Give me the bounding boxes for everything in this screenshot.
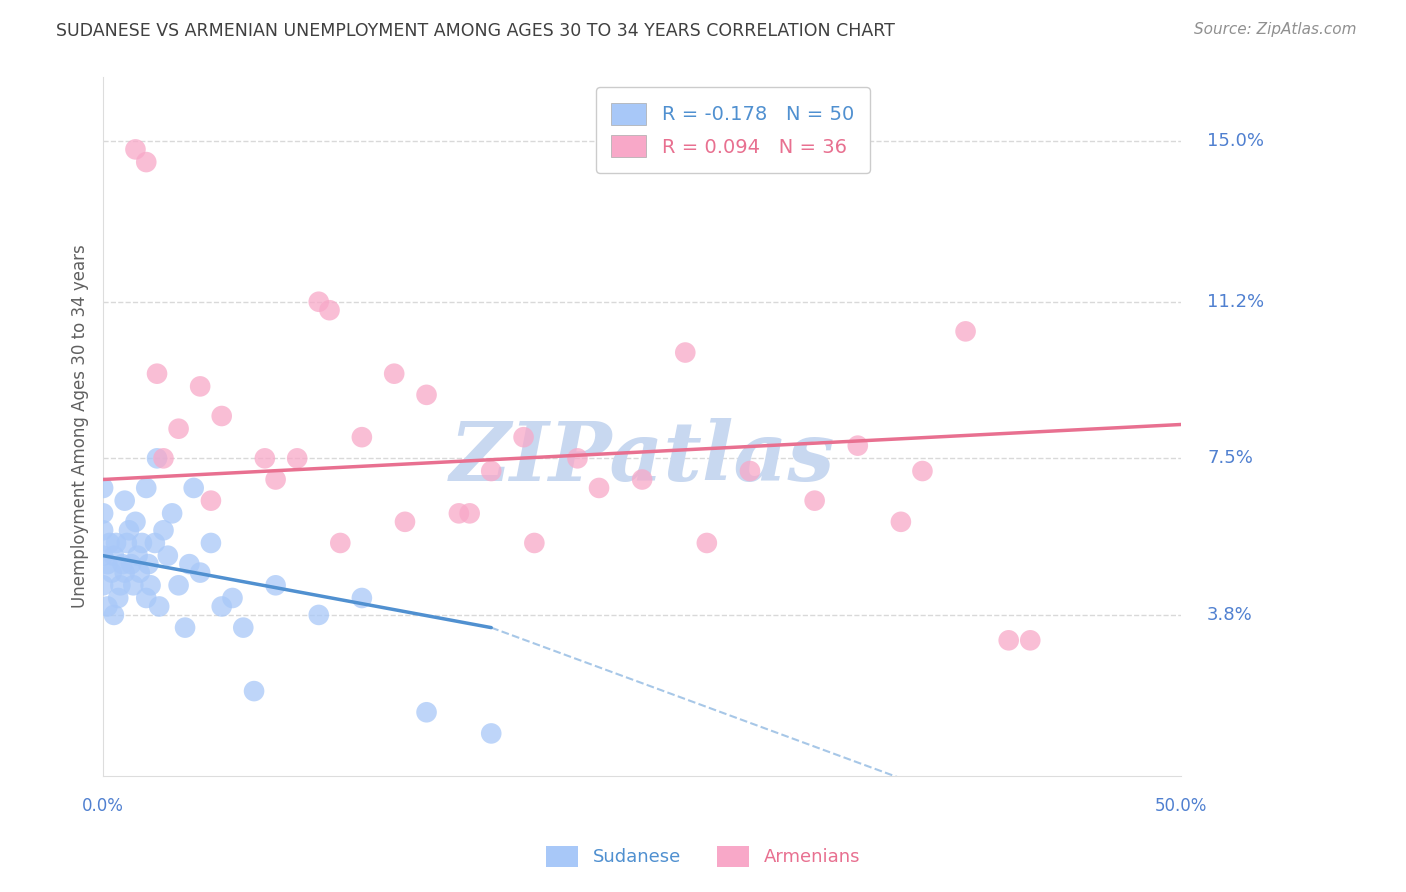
Point <box>138 557 160 571</box>
Point <box>458 507 481 521</box>
Point <box>567 451 589 466</box>
Point <box>350 430 373 444</box>
Text: 7.5%: 7.5% <box>1208 450 1253 467</box>
Text: 15.0%: 15.0% <box>1208 132 1264 150</box>
Point <box>308 607 330 622</box>
Point <box>91 549 114 563</box>
Point <box>479 464 502 478</box>
Point <box>118 523 141 537</box>
Point <box>631 473 654 487</box>
Point <box>738 464 761 478</box>
Point <box>96 599 118 614</box>
Point <box>135 591 157 605</box>
Text: 3.8%: 3.8% <box>1208 606 1253 624</box>
Point <box>128 566 150 580</box>
Point <box>174 621 197 635</box>
Point <box>111 557 134 571</box>
Point <box>415 388 437 402</box>
Point <box>160 507 183 521</box>
Point <box>107 591 129 605</box>
Legend: R = -0.178   N = 50, R = 0.094   N = 36: R = -0.178 N = 50, R = 0.094 N = 36 <box>596 87 869 173</box>
Point <box>318 303 340 318</box>
Point <box>135 155 157 169</box>
Text: 0.0%: 0.0% <box>82 797 124 815</box>
Point <box>221 591 243 605</box>
Point <box>183 481 205 495</box>
Text: Source: ZipAtlas.com: Source: ZipAtlas.com <box>1194 22 1357 37</box>
Text: ZIPatlas: ZIPatlas <box>450 418 835 499</box>
Point <box>588 481 610 495</box>
Point <box>115 536 138 550</box>
Y-axis label: Unemployment Among Ages 30 to 34 years: Unemployment Among Ages 30 to 34 years <box>72 244 89 608</box>
Point <box>156 549 179 563</box>
Point <box>911 464 934 478</box>
Point <box>232 621 254 635</box>
Point <box>803 493 825 508</box>
Point <box>264 578 287 592</box>
Point <box>253 451 276 466</box>
Point <box>523 536 546 550</box>
Point <box>146 451 169 466</box>
Point <box>200 493 222 508</box>
Point <box>415 706 437 720</box>
Point <box>98 536 121 550</box>
Point <box>143 536 166 550</box>
Text: 50.0%: 50.0% <box>1154 797 1208 815</box>
Point <box>479 726 502 740</box>
Point <box>124 515 146 529</box>
Point <box>103 607 125 622</box>
Point <box>211 409 233 423</box>
Point <box>696 536 718 550</box>
Point <box>350 591 373 605</box>
Point <box>91 507 114 521</box>
Point <box>285 451 308 466</box>
Point <box>152 523 174 537</box>
Point <box>103 549 125 563</box>
Point <box>114 493 136 508</box>
Point <box>114 566 136 580</box>
Point <box>91 578 114 592</box>
Point <box>188 379 211 393</box>
Point <box>447 507 470 521</box>
Point <box>211 599 233 614</box>
Point <box>394 515 416 529</box>
Point <box>1019 633 1042 648</box>
Point <box>127 549 149 563</box>
Point <box>146 367 169 381</box>
Point <box>200 536 222 550</box>
Point <box>120 557 142 571</box>
Point <box>131 536 153 550</box>
Point <box>105 536 128 550</box>
Point <box>110 578 132 592</box>
Point <box>152 451 174 466</box>
Point <box>124 142 146 156</box>
Point <box>890 515 912 529</box>
Point <box>167 578 190 592</box>
Point <box>382 367 405 381</box>
Point <box>243 684 266 698</box>
Point <box>96 557 118 571</box>
Point <box>179 557 201 571</box>
Point <box>167 422 190 436</box>
Point <box>188 566 211 580</box>
Point <box>122 578 145 592</box>
Point <box>329 536 352 550</box>
Point <box>955 324 977 338</box>
Point <box>100 566 122 580</box>
Legend: Sudanese, Armenians: Sudanese, Armenians <box>538 838 868 874</box>
Point <box>148 599 170 614</box>
Point <box>997 633 1019 648</box>
Point <box>91 481 114 495</box>
Text: 11.2%: 11.2% <box>1208 293 1264 310</box>
Point <box>264 473 287 487</box>
Point <box>308 294 330 309</box>
Text: SUDANESE VS ARMENIAN UNEMPLOYMENT AMONG AGES 30 TO 34 YEARS CORRELATION CHART: SUDANESE VS ARMENIAN UNEMPLOYMENT AMONG … <box>56 22 896 40</box>
Point <box>139 578 162 592</box>
Point <box>512 430 534 444</box>
Point <box>135 481 157 495</box>
Point <box>91 523 114 537</box>
Point <box>673 345 696 359</box>
Point <box>846 439 869 453</box>
